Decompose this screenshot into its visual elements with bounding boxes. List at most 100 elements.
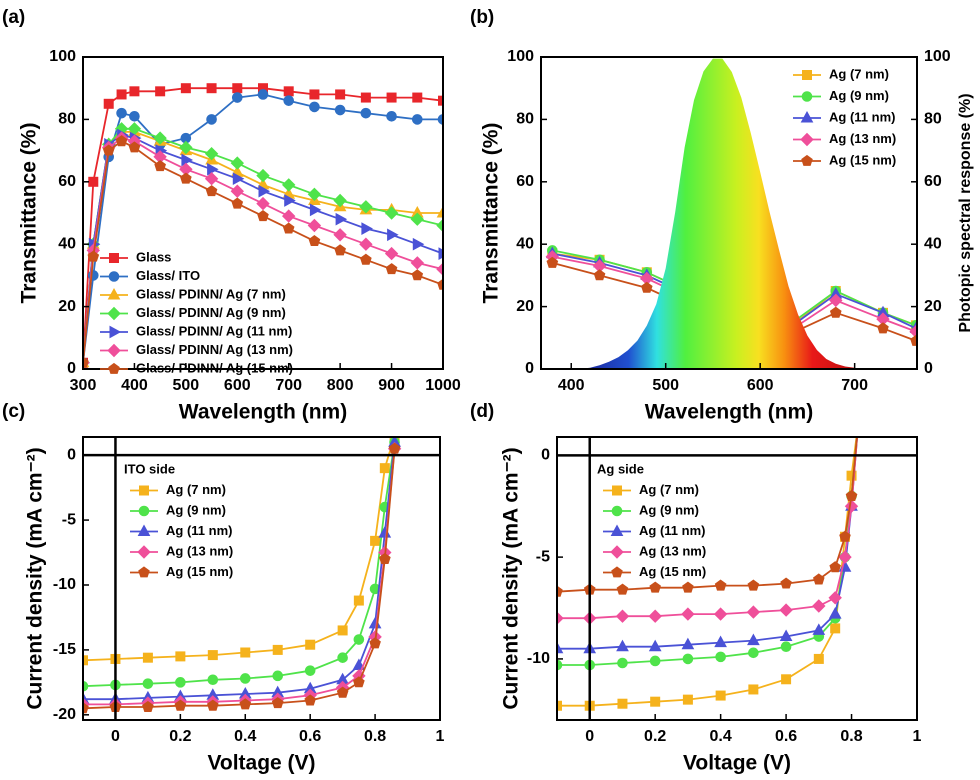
marker [801, 154, 813, 166]
marker [205, 185, 218, 197]
marker [813, 653, 824, 664]
marker [436, 218, 443, 233]
marker [155, 86, 166, 97]
marker [648, 639, 662, 652]
marker [813, 573, 825, 585]
y-tick-label: 40 [58, 235, 76, 252]
marker [747, 579, 760, 591]
marker [353, 595, 364, 606]
marker [180, 83, 191, 94]
x-tick-label: 0.6 [299, 728, 321, 745]
x-axis-label: Voltage (V) [683, 752, 791, 775]
marker [307, 218, 322, 233]
marker [305, 639, 316, 650]
x-tick-label: 600 [747, 377, 774, 394]
marker [107, 287, 121, 300]
marker [207, 650, 218, 661]
marker [438, 95, 443, 106]
x-tick-label: 300 [70, 377, 97, 394]
marker [411, 269, 424, 281]
legend-label: Ag (9 nm) [829, 88, 889, 103]
legend-label: Ag (7 nm) [166, 482, 226, 497]
marker [360, 253, 372, 265]
x-tick-label: 0 [111, 728, 120, 745]
marker [83, 356, 89, 368]
marker [557, 641, 564, 654]
plot-frame [82, 436, 441, 721]
legend-label: Ag (11 nm) [639, 523, 705, 538]
y-tick-label: -20 [53, 706, 76, 723]
marker [852, 419, 864, 431]
marker [335, 212, 348, 226]
marker [615, 609, 630, 623]
legend-label: Glass [136, 249, 171, 264]
series-line [83, 442, 396, 688]
marker [337, 652, 348, 663]
marker [748, 647, 759, 659]
marker [800, 110, 814, 123]
marker [83, 655, 88, 666]
marker [828, 607, 842, 619]
x-tick-label: 500 [652, 377, 679, 394]
panel: (c) 0 0.2 0.4 0.6 0.8 1 -20 -15 -10 -5 0 Voltage (V)… [2, 401, 445, 775]
panel: (a) 300 400 500 600 700 800 900 1000 0 20 40 60 80 100… [2, 7, 461, 424]
marker [650, 696, 661, 707]
marker [282, 222, 295, 234]
marker [682, 694, 693, 705]
marker [309, 203, 322, 217]
marker [610, 524, 624, 536]
marker [175, 677, 186, 688]
marker [154, 160, 166, 172]
marker [239, 673, 251, 684]
marker [128, 141, 141, 153]
marker [153, 131, 167, 145]
marker [281, 178, 296, 192]
y2-tick-label: 0 [924, 360, 933, 377]
panel-label: (d) [470, 401, 494, 422]
marker [384, 246, 399, 261]
marker [682, 653, 694, 665]
y-tick-label: 20 [58, 298, 76, 315]
marker [333, 228, 347, 242]
marker [116, 107, 127, 119]
marker [256, 168, 270, 183]
marker [780, 577, 792, 589]
marker [557, 700, 562, 711]
x-axis-label: Wavelength (nm) [645, 401, 813, 424]
marker [179, 140, 193, 155]
marker [546, 256, 559, 268]
marker [828, 591, 842, 605]
legend-label: Ag (15 nm) [166, 564, 233, 579]
marker [412, 92, 423, 103]
marker [308, 234, 321, 246]
series-line [83, 442, 396, 701]
marker [648, 609, 662, 623]
marker [309, 89, 320, 100]
marker [359, 200, 373, 214]
y-axis-label: Transmittance (%) [480, 123, 503, 304]
x-tick-label: 0.4 [710, 728, 732, 745]
marker [353, 676, 365, 688]
marker [232, 172, 245, 186]
marker [649, 655, 661, 667]
marker [384, 206, 399, 220]
marker [272, 670, 284, 682]
y-axis-label: Current density (mA cm⁻²) [24, 447, 47, 709]
legend-label: Ag (7 nm) [829, 66, 889, 81]
marker [142, 678, 154, 689]
legend-label: Ag (13 nm) [829, 131, 896, 146]
marker [116, 89, 127, 100]
x-tick-label: 1000 [425, 377, 461, 394]
y2-tick-label: 40 [924, 235, 942, 252]
marker [747, 633, 760, 646]
marker [616, 583, 629, 595]
marker [284, 194, 296, 207]
marker [206, 83, 217, 94]
marker [611, 505, 623, 517]
marker [180, 172, 192, 184]
y-tick-label: 40 [516, 235, 534, 252]
marker [713, 607, 728, 621]
marker [336, 686, 349, 698]
marker [337, 625, 348, 636]
